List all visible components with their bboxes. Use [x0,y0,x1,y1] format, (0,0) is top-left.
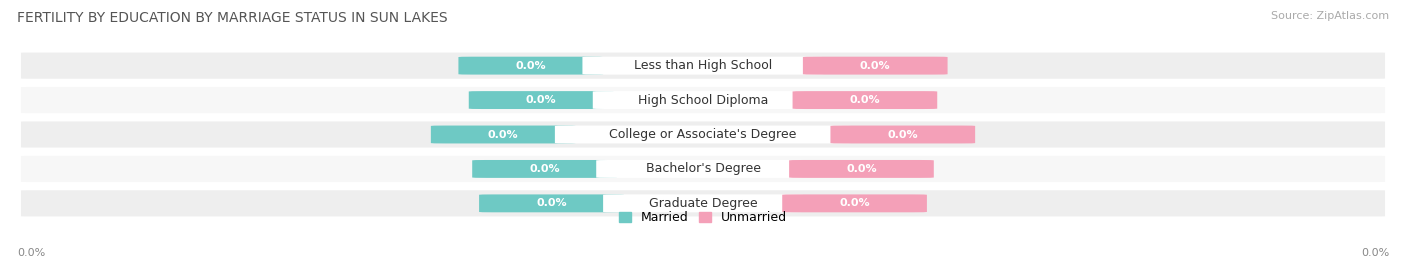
FancyBboxPatch shape [479,194,624,212]
Text: College or Associate's Degree: College or Associate's Degree [609,128,797,141]
Text: 0.0%: 0.0% [488,129,519,140]
FancyBboxPatch shape [21,190,1385,217]
Text: High School Diploma: High School Diploma [638,94,768,107]
Text: 0.0%: 0.0% [1361,248,1389,258]
FancyBboxPatch shape [458,57,603,75]
Text: 0.0%: 0.0% [516,61,546,71]
FancyBboxPatch shape [21,121,1385,148]
FancyBboxPatch shape [793,91,938,109]
Text: 0.0%: 0.0% [526,95,557,105]
Text: Source: ZipAtlas.com: Source: ZipAtlas.com [1271,11,1389,21]
Text: FERTILITY BY EDUCATION BY MARRIAGE STATUS IN SUN LAKES: FERTILITY BY EDUCATION BY MARRIAGE STATU… [17,11,447,25]
Text: 0.0%: 0.0% [849,95,880,105]
Text: Bachelor's Degree: Bachelor's Degree [645,162,761,175]
FancyBboxPatch shape [430,126,575,143]
Text: Less than High School: Less than High School [634,59,772,72]
FancyBboxPatch shape [468,91,613,109]
FancyBboxPatch shape [803,57,948,75]
FancyBboxPatch shape [596,160,810,178]
FancyBboxPatch shape [21,52,1385,79]
Text: Graduate Degree: Graduate Degree [648,197,758,210]
FancyBboxPatch shape [555,126,851,143]
FancyBboxPatch shape [831,126,976,143]
Text: 0.0%: 0.0% [860,61,890,71]
FancyBboxPatch shape [593,91,813,109]
Legend: Married, Unmarried: Married, Unmarried [614,208,792,228]
Text: 0.0%: 0.0% [839,198,870,208]
FancyBboxPatch shape [21,156,1385,182]
FancyBboxPatch shape [603,194,803,212]
FancyBboxPatch shape [582,57,824,75]
Text: 0.0%: 0.0% [536,198,567,208]
FancyBboxPatch shape [472,160,617,178]
Text: 0.0%: 0.0% [17,248,45,258]
Text: 0.0%: 0.0% [887,129,918,140]
FancyBboxPatch shape [21,87,1385,113]
Text: 0.0%: 0.0% [846,164,877,174]
FancyBboxPatch shape [782,194,927,212]
Text: 0.0%: 0.0% [529,164,560,174]
FancyBboxPatch shape [789,160,934,178]
